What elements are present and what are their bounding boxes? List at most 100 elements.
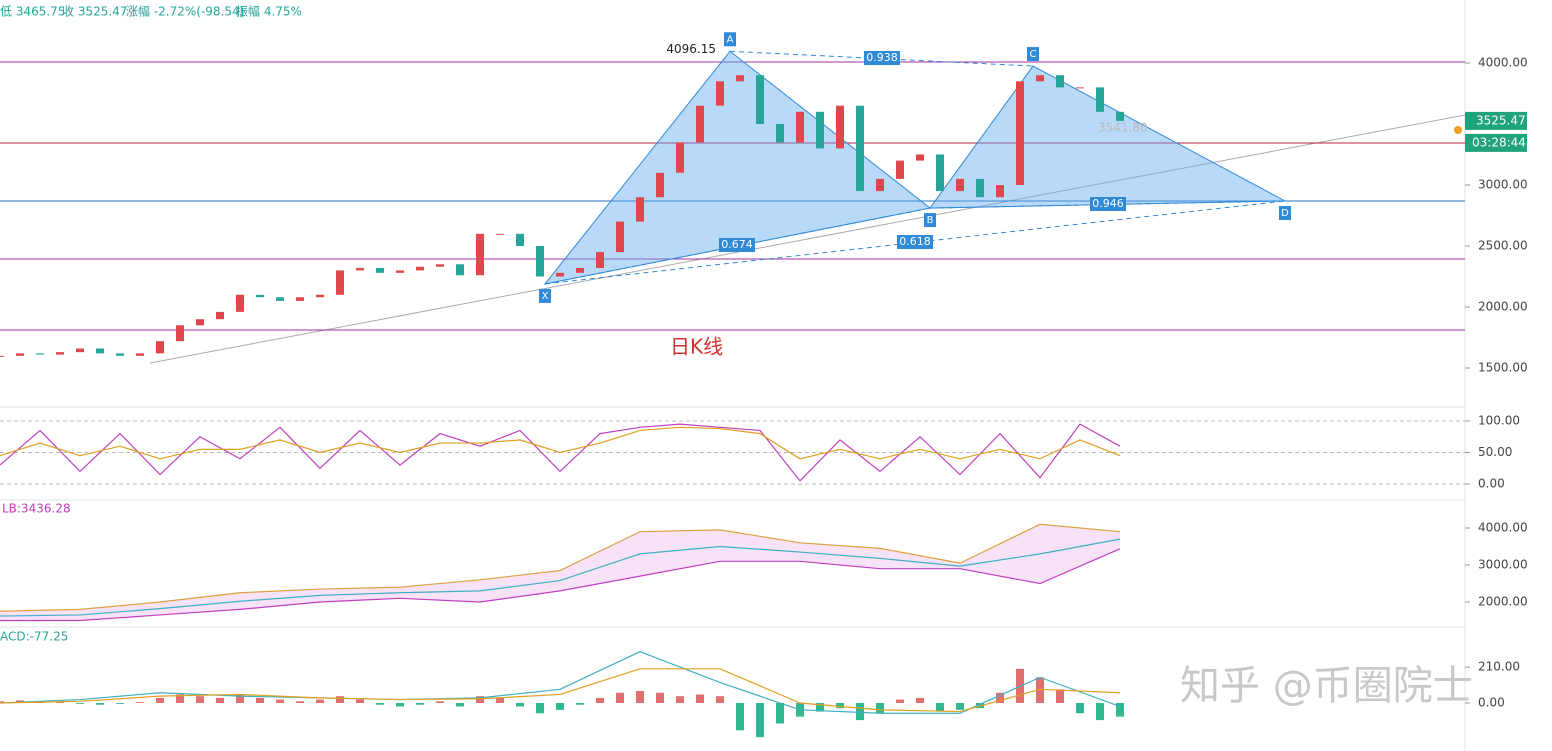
macd-bar (516, 703, 524, 707)
candle (196, 319, 204, 326)
macd-bar (1096, 703, 1104, 721)
macd-bar (476, 696, 484, 703)
k-line (0, 423, 1121, 482)
point-label: A (727, 34, 734, 45)
macd-bar (996, 692, 1004, 703)
candle (956, 178, 964, 192)
macd-bar (956, 703, 964, 710)
candle (616, 221, 624, 253)
candle (256, 294, 264, 298)
candle (456, 264, 464, 276)
macd-bar (596, 697, 604, 703)
y-tick-label: 50.00 (1478, 445, 1512, 459)
header: 低 3465.75 收 3525.47 涨幅 -2.72%(-98.54) 振幅… (0, 4, 302, 19)
macd-bar (376, 703, 384, 705)
candle (76, 348, 84, 353)
macd-bar (776, 703, 784, 724)
macd-bar (316, 699, 324, 703)
candle (1096, 87, 1104, 112)
point-box (1027, 47, 1039, 62)
candle (676, 142, 684, 173)
y-tick-label: 1500.00 (1478, 361, 1528, 375)
candle (936, 154, 944, 192)
close: 收 3525.47 (62, 5, 127, 19)
candle (376, 267, 384, 273)
macd-bar (936, 703, 944, 712)
macd-bar (436, 701, 444, 703)
candle (1076, 87, 1084, 89)
macd-bar (336, 696, 344, 703)
candle (856, 105, 864, 192)
point-label: C (1030, 49, 1037, 60)
candle (836, 105, 844, 149)
macd-bar (256, 697, 264, 703)
macd-bar (876, 703, 884, 714)
macd-bar (456, 703, 464, 707)
candle (636, 197, 644, 222)
macd-bar (156, 697, 164, 703)
candle (356, 267, 364, 271)
countdown: 03:28:44 (1472, 135, 1526, 149)
candle (816, 111, 824, 149)
candle (296, 297, 304, 301)
macd-bar (96, 703, 104, 705)
low: 低 3465.75 (0, 5, 65, 19)
candle (1056, 75, 1064, 88)
candle (556, 272, 564, 277)
macd-bar (616, 692, 624, 703)
macd-bar (816, 703, 824, 712)
candle (596, 252, 604, 268)
macd-bar (556, 703, 564, 710)
macd-bar (296, 701, 304, 703)
candle (896, 160, 904, 179)
y-tick-label: 3000.00 (1478, 178, 1528, 192)
y-tick-label: 4000.00 (1478, 521, 1528, 535)
ratio-box (719, 238, 755, 252)
watermark: 知乎 @币圈院士 (1180, 663, 1473, 709)
y-tick-label: 2000.00 (1478, 300, 1528, 314)
y-tick-label: 2500.00 (1478, 239, 1528, 253)
y-tick-label: 4000.00 (1478, 56, 1528, 70)
macd-bar (196, 696, 204, 703)
candle (0, 355, 4, 357)
candle (276, 297, 284, 301)
macd-bar (176, 694, 184, 703)
candle (396, 270, 404, 273)
price-badge (1465, 111, 1527, 130)
macd-bar (656, 692, 664, 703)
point-box (924, 213, 936, 228)
candle (96, 348, 104, 354)
macd-bar (736, 703, 744, 731)
bb-lower (0, 548, 1121, 622)
candle (336, 270, 344, 295)
point-box (1279, 205, 1291, 220)
candle (916, 154, 924, 161)
macd-bar (1076, 703, 1084, 714)
macd-bar (716, 696, 724, 703)
peak-label: 4096.15 (666, 42, 716, 56)
price-badge-label: 3525.47 (1476, 113, 1526, 127)
candle (1116, 111, 1124, 121)
point-label: D (1281, 208, 1289, 219)
bb-fill (0, 524, 1120, 621)
ratio-label: 0.946 (1092, 197, 1124, 210)
macd-bar (236, 694, 244, 703)
candle (976, 178, 984, 198)
fib-label: 3541.80 (1098, 121, 1148, 135)
macd-bar (216, 697, 224, 703)
candle (156, 341, 164, 354)
macd-bar (116, 703, 124, 704)
ratio-label: 0.674 (721, 238, 753, 251)
candle (796, 111, 804, 143)
macd-bar (396, 703, 404, 707)
candle (136, 353, 144, 356)
trend-line (149, 114, 1466, 364)
y-tick-label: 0.00 (1478, 696, 1505, 710)
point-box (724, 32, 736, 47)
ratio-box (897, 235, 933, 249)
candle (236, 294, 244, 312)
point-label: B (927, 215, 934, 226)
d-line (0, 426, 1121, 460)
candle (536, 246, 544, 277)
macd-bar (696, 694, 704, 703)
